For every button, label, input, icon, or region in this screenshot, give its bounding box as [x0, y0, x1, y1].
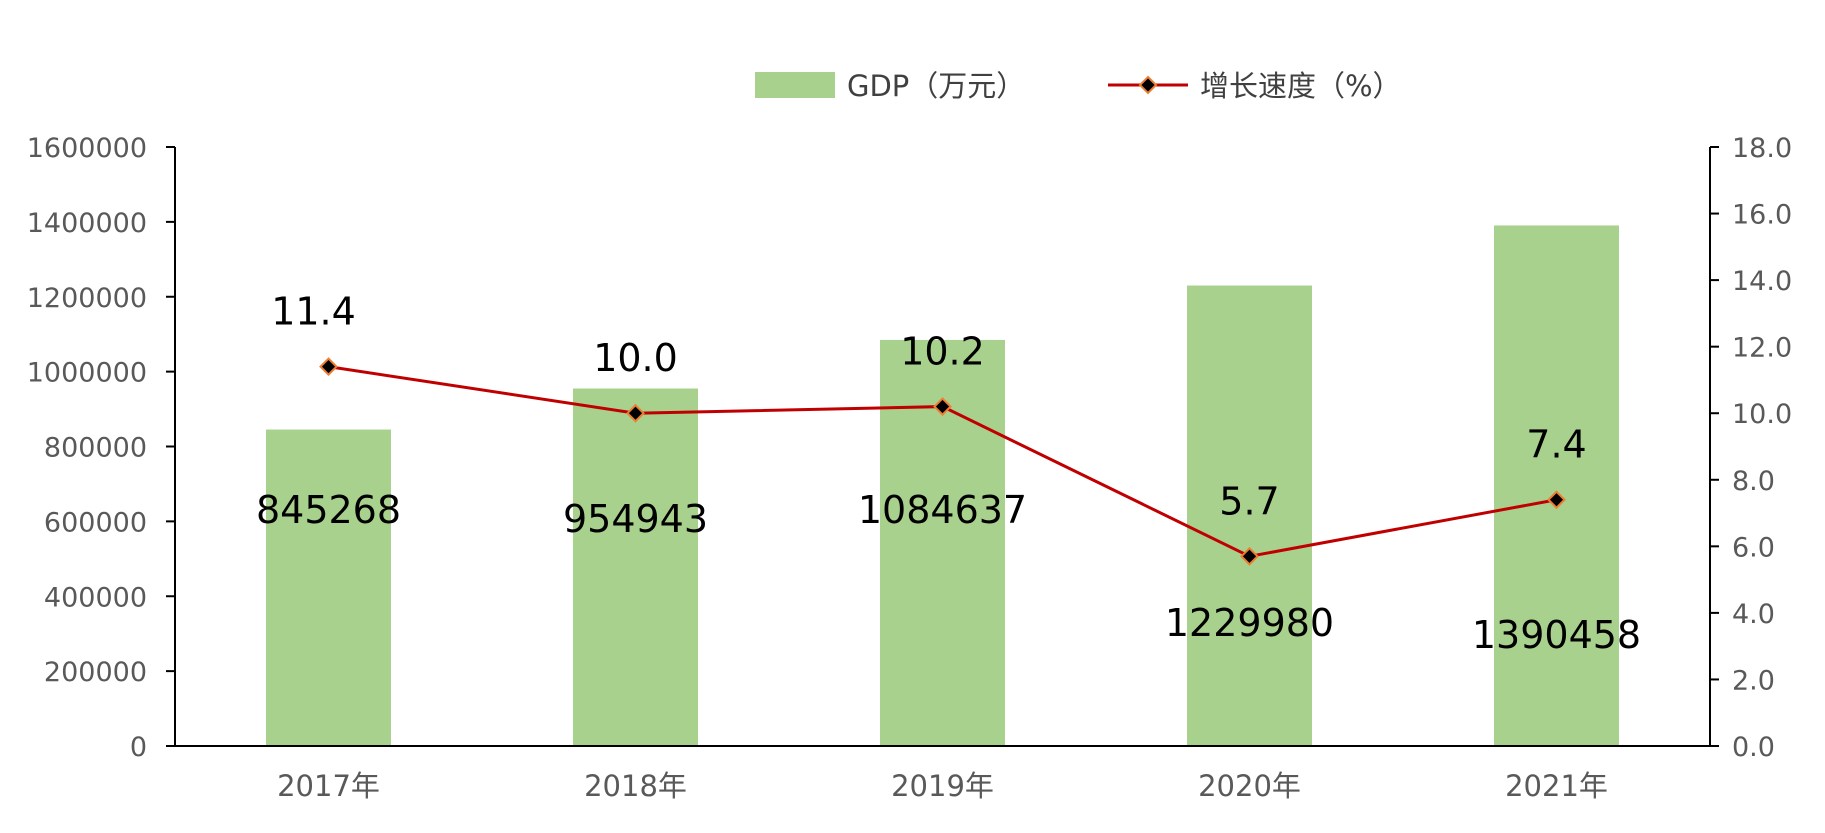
gdp-bar [1494, 225, 1619, 747]
growth-data-label: 5.7 [1219, 479, 1279, 523]
bar-series [266, 225, 1619, 747]
gdp-data-label: 954943 [563, 497, 708, 541]
left-tick-label: 0 [130, 732, 147, 763]
left-tick-label: 400000 [44, 582, 147, 613]
right-tick-label: 2.0 [1732, 665, 1775, 696]
growth-data-label: 11.4 [271, 290, 356, 334]
growth-marker [1240, 546, 1259, 566]
gdp-data-label: 1084637 [858, 488, 1027, 532]
right-tick-label: 18.0 [1732, 133, 1792, 164]
left-tick-label: 800000 [44, 433, 147, 464]
growth-data-label: 10.2 [900, 330, 985, 374]
gdp-bar [266, 429, 391, 746]
x-tick-label: 2020年 [1198, 769, 1301, 803]
growth-marker [626, 403, 645, 423]
legend-bar-swatch [755, 72, 835, 98]
legend: GDP（万元） 增长速度（%） [755, 69, 1402, 103]
legend-line-label: 增长速度（%） [1200, 69, 1402, 103]
growth-marker [319, 357, 338, 377]
left-tick-label: 200000 [44, 657, 147, 688]
right-tick-label: 16.0 [1732, 200, 1792, 231]
x-tick-label: 2019年 [891, 769, 994, 803]
data-labels: 845268 954943 1084637 1229980 1390458 11.4 10.… [256, 290, 1641, 657]
gdp-data-label: 1390458 [1472, 613, 1641, 657]
right-tick-label: 6.0 [1732, 532, 1775, 563]
gdp-data-label: 1229980 [1165, 601, 1334, 645]
gdp-bar [1187, 285, 1312, 746]
x-tick-label: 2017年 [277, 769, 380, 803]
right-tick-label: 14.0 [1732, 266, 1792, 297]
x-tick-label: 2018年 [584, 769, 687, 803]
legend-line-marker [1138, 75, 1158, 95]
left-tick-label: 1200000 [27, 283, 147, 314]
gdp-bar [573, 388, 698, 746]
right-tick-label: 12.0 [1732, 333, 1792, 364]
left-tick-label: 1400000 [27, 208, 147, 239]
line-series [319, 357, 1566, 566]
right-tick-label: 10.0 [1732, 399, 1792, 430]
left-tick-label: 1600000 [27, 133, 147, 164]
growth-marker [1547, 490, 1566, 510]
right-tick-label: 0.0 [1732, 732, 1775, 763]
right-tick-label: 8.0 [1732, 466, 1775, 497]
legend-bar-label: GDP（万元） [847, 69, 1025, 103]
left-axis: 0 200000 400000 600000 800000 1000000 1200000 1… [27, 133, 176, 763]
right-tick-label: 4.0 [1732, 599, 1775, 630]
left-tick-label: 600000 [44, 507, 147, 538]
growth-marker [933, 397, 952, 416]
gdp-data-label: 845268 [256, 488, 401, 532]
x-tick-label: 2021年 [1505, 769, 1608, 803]
growth-data-label: 7.4 [1526, 423, 1586, 467]
right-axis: 0.0 2.0 4.0 6.0 8.0 10.0 12.0 14.0 16.0 18.0 [1709, 133, 1792, 763]
growth-data-label: 10.0 [593, 336, 678, 380]
left-tick-label: 1000000 [27, 358, 147, 389]
x-axis: 2017年 2018年 2019年 2020年 2021年 [175, 745, 1710, 803]
